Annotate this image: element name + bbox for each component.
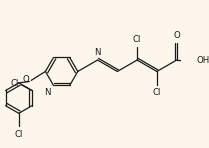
Text: Cl: Cl	[153, 88, 161, 97]
Text: OH: OH	[197, 56, 209, 65]
Text: O: O	[23, 75, 29, 84]
Text: N: N	[44, 88, 51, 97]
Text: Cl: Cl	[15, 130, 23, 139]
Text: O: O	[173, 31, 180, 40]
Text: Cl: Cl	[10, 79, 19, 88]
Text: N: N	[94, 48, 101, 57]
Text: Cl: Cl	[133, 35, 141, 44]
